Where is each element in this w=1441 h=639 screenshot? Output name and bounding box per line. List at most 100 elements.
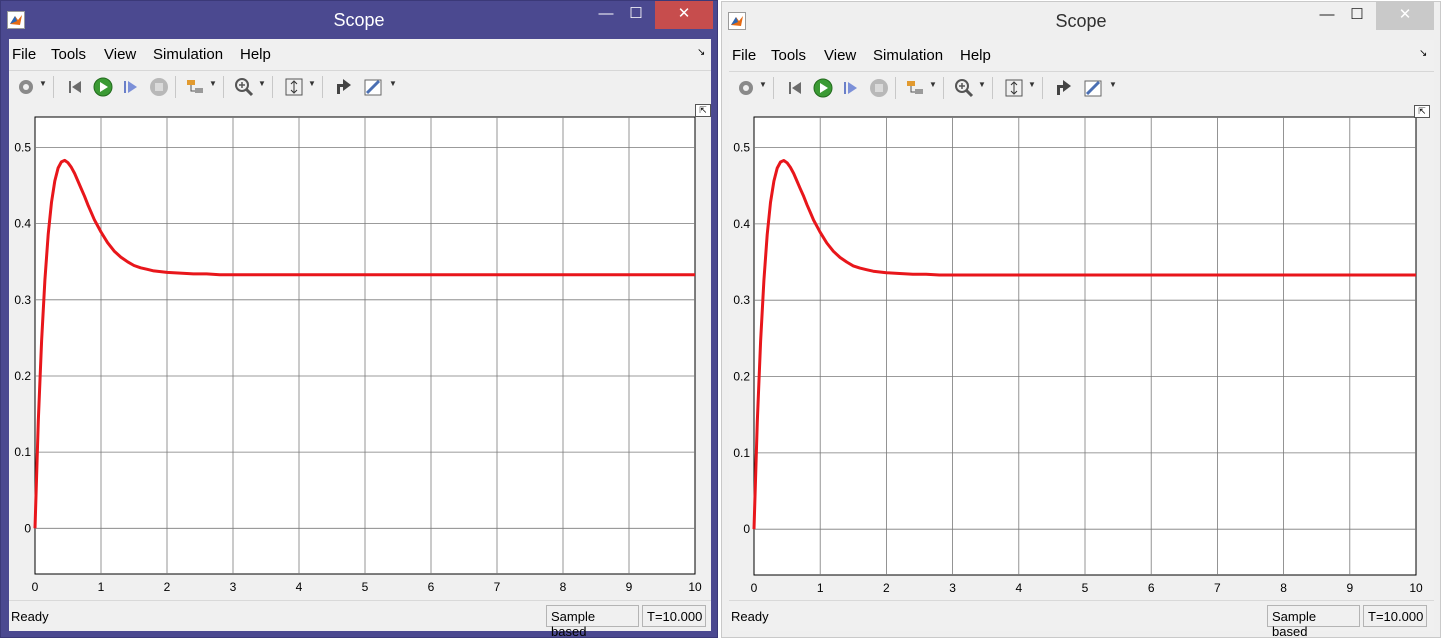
maximize-button[interactable]: ☐ [1350,6,1364,23]
run-icon[interactable] [92,76,114,98]
status-ready: Ready [11,609,49,624]
zoom-dropdown-icon[interactable]: ▼ [978,80,986,89]
scope-plot-svg[interactable]: 0 1 2 3 4 5 6 7 8 9 10 0 0.1 0.2 0.3 0.4 0.5 [729,105,1434,598]
x-tick-label: 9 [626,580,633,594]
y-tick-label: 0.3 [733,293,750,307]
menu-bar: File Tools View Simulation Help ↘ [9,39,711,69]
style-icon[interactable] [1053,77,1075,99]
y-tick-label: 0.3 [14,293,31,307]
zoom-in-icon[interactable] [233,76,255,98]
x-tick-label: 3 [949,581,956,595]
y-tick-label: 0.1 [733,446,750,460]
scale-dropdown-icon[interactable]: ▼ [1028,80,1036,89]
step-forward-icon[interactable] [840,77,862,99]
menu-help[interactable]: Help [240,46,271,63]
plot-area: 0 1 2 3 4 5 6 7 8 9 10 0 0.1 0.2 0.3 0.4 0.5 ⇱ [729,105,1434,598]
zoom-dropdown-icon[interactable]: ▼ [258,79,266,88]
undock-axes-button[interactable]: ⇱ [695,104,711,117]
undock-axes-button[interactable]: ⇱ [1414,105,1430,118]
status-bar: Ready Sample based T=10.000 [9,600,711,639]
title-bar[interactable]: Scope — ☐ ✕ [1,1,717,39]
y-tick-label: 0 [24,521,31,535]
y-tick-label: 0.5 [14,140,31,154]
step-back-icon[interactable] [785,77,807,99]
toolbar: ▼ ▼ ▼ [9,70,711,104]
y-tick-label: 0.4 [733,217,750,231]
x-tick-label: 1 [98,580,105,594]
measurements-icon[interactable] [362,76,384,98]
matlab-app-icon[interactable] [7,11,25,29]
toolbar-separator [272,76,273,98]
highlight-dropdown-icon[interactable]: ▼ [929,80,937,89]
style-icon[interactable] [333,76,355,98]
x-tick-label: 8 [560,580,567,594]
status-ready: Ready [731,609,769,624]
parameters-icon[interactable] [15,76,37,98]
scope-client-area: File Tools View Simulation Help ↘ ▼ [9,39,711,639]
x-tick-label: 6 [1148,581,1155,595]
x-tick-label: 0 [32,580,39,594]
signal-line [752,159,1416,530]
plot-area: 0 1 2 3 4 5 6 7 8 9 10 0 0.1 0.2 0.3 0.4 0.5 ⇱ [9,104,711,597]
menu-file[interactable]: File [12,46,37,63]
x-tick-label: 10 [688,580,702,594]
toolbar: ▼ ▼ ▼ [729,71,1434,105]
status-sim-time: T=10.000 [642,605,706,627]
close-button[interactable]: ✕ [1376,2,1434,30]
step-forward-icon[interactable] [120,76,142,98]
scope-plot-svg[interactable]: 0 1 2 3 4 5 6 7 8 9 10 0 0.1 0.2 0.3 0.4 0.5 [9,104,711,597]
highlight-icon[interactable] [184,76,206,98]
stop-icon[interactable] [148,76,170,98]
menu-tools[interactable]: Tools [51,46,87,63]
matlab-app-icon[interactable] [728,12,746,30]
x-tick-label: 9 [1346,581,1353,595]
menu-bar: File Tools View Simulation Help ↘ [729,40,1434,70]
measurements-icon[interactable] [1082,77,1104,99]
menu-simulation[interactable]: Simulation [873,47,944,64]
signal-line [33,158,695,529]
stop-icon[interactable] [868,77,890,99]
highlight-icon[interactable] [904,77,926,99]
highlight-dropdown-icon[interactable]: ▼ [209,79,217,88]
scope-window-inactive: Scope — ☐ ✕ File Tools View Simulation H… [721,1,1441,639]
step-back-icon[interactable] [65,76,87,98]
toolbar-separator [53,76,54,98]
scope-client-area: File Tools View Simulation Help ↘ ▼ [729,40,1434,639]
menu-file[interactable]: File [732,47,757,64]
parameters-icon[interactable] [735,77,757,99]
x-tick-label: 2 [164,580,171,594]
scale-axes-icon[interactable] [283,76,305,98]
toolbar-separator [992,77,993,99]
y-tick-label: 0.1 [14,445,31,459]
window-title: Scope [333,10,385,30]
menu-view[interactable]: View [104,46,137,63]
dock-icon[interactable]: ↘ [697,47,706,58]
close-button[interactable]: ✕ [655,1,713,29]
menu-simulation[interactable]: Simulation [153,46,224,63]
maximize-button[interactable]: ☐ [629,5,643,22]
scale-axes-icon[interactable] [1003,77,1025,99]
scale-dropdown-icon[interactable]: ▼ [308,79,316,88]
parameters-dropdown-icon[interactable]: ▼ [759,80,767,89]
minimize-button[interactable]: — [598,5,614,22]
dock-icon[interactable]: ↘ [1419,48,1428,59]
y-tick-label: 0.5 [733,141,750,155]
x-tick-label: 5 [1082,581,1089,595]
measurements-dropdown-icon[interactable]: ▼ [1109,80,1117,89]
menu-tools[interactable]: Tools [771,47,807,64]
title-bar[interactable]: Scope — ☐ ✕ [722,2,1440,40]
zoom-in-icon[interactable] [953,77,975,99]
x-tick-label: 10 [1409,581,1423,595]
minimize-button[interactable]: — [1319,6,1335,23]
menu-view[interactable]: View [824,47,857,64]
x-tick-label: 0 [751,581,758,595]
y-tick-label: 0.2 [733,370,750,384]
measurements-dropdown-icon[interactable]: ▼ [389,79,397,88]
menu-help[interactable]: Help [960,47,991,64]
run-icon[interactable] [812,77,834,99]
toolbar-separator [223,76,224,98]
x-tick-label: 5 [362,580,369,594]
x-tick-label: 7 [1214,581,1221,595]
toolbar-separator [175,76,176,98]
parameters-dropdown-icon[interactable]: ▼ [39,79,47,88]
